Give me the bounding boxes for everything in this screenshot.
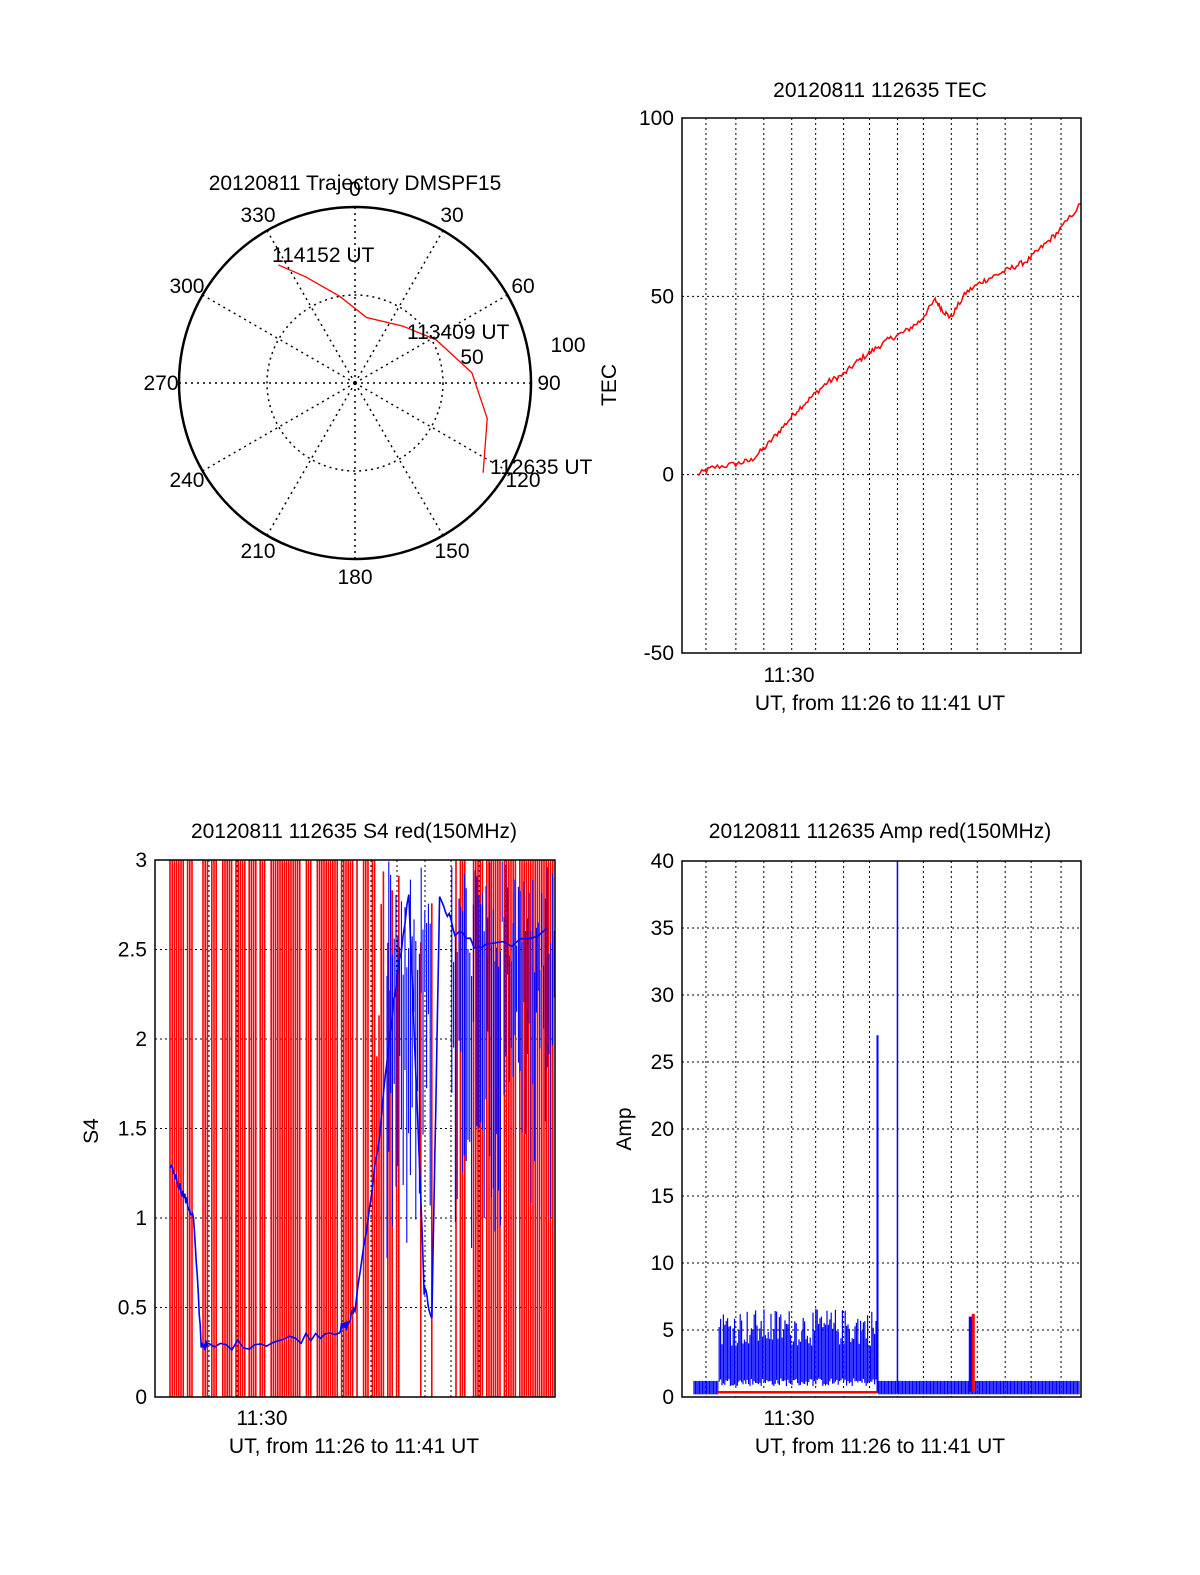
polar-angle-label-120: 120 <box>505 469 540 492</box>
polar-radial-label-50: 50 <box>460 346 483 369</box>
polar-angle-label-90: 90 <box>537 372 560 395</box>
amp-ylabel: Amp <box>613 1107 636 1150</box>
amp-ytick-35: 35 <box>651 917 674 940</box>
amp-blue-series <box>693 861 1080 1395</box>
s4-xtick-1130: 11:30 <box>237 1407 288 1430</box>
s4-ytick-0: 0 <box>135 1386 147 1409</box>
amp-plot: 20120811 112635 Amp red(150MHz) 40 35 30 25… <box>613 820 1082 1458</box>
s4-ytick-2: 2 <box>135 1028 147 1051</box>
polar-angle-label-60: 60 <box>511 275 534 298</box>
tec-ytick-0: 0 <box>662 464 674 487</box>
amp-ytick-5: 5 <box>662 1319 674 1342</box>
s4-ytick-1: 1 <box>135 1207 147 1230</box>
amp-ytick-30: 30 <box>651 984 674 1007</box>
tec-ylabel: TEC <box>598 364 621 406</box>
amp-xlabel: UT, from 11:26 to 11:41 UT <box>755 1435 1005 1458</box>
tec-xtick-1130: 11:30 <box>764 664 815 687</box>
amp-ytick-15: 15 <box>651 1185 674 1208</box>
s4-ytick-0.5: 0.5 <box>118 1297 147 1320</box>
s4-ytick-2.5: 2.5 <box>118 939 147 962</box>
amp-ytick-25: 25 <box>651 1051 674 1074</box>
tec-title: 20120811 112635 TEC <box>773 79 987 102</box>
s4-ylabel: S4 <box>80 1118 103 1144</box>
amp-xtick-1130: 11:30 <box>764 1407 815 1430</box>
polar-angle-label-30: 30 <box>440 204 463 227</box>
amp-ytick-10: 10 <box>651 1252 674 1275</box>
polar-angle-labels: 0 30 60 90 120 150 180 210 240 270 300 330 <box>143 178 560 589</box>
amp-grid <box>682 861 1081 1397</box>
polar-angle-label-300: 300 <box>169 275 204 298</box>
amp-red-series <box>717 1313 975 1394</box>
polar-angle-label-180: 180 <box>337 566 372 589</box>
polar-spoke-210 <box>266 382 356 536</box>
s4-ytick-3: 3 <box>135 849 147 872</box>
polar-spoke-300 <box>202 294 356 384</box>
s4-title: 20120811 112635 S4 red(150MHz) <box>191 820 517 843</box>
amp-frame <box>681 860 1082 1398</box>
amp-y-ticks: 40 35 30 25 20 15 10 5 0 <box>651 850 674 1409</box>
polar-angle-label-210: 210 <box>240 540 275 563</box>
s4-plot: 20120811 112635 S4 red(150MHz) 3 2.5 2 1.5 1… <box>80 820 556 1458</box>
tec-grid <box>682 118 1081 653</box>
amp-ytick-0: 0 <box>662 1386 674 1409</box>
polar-angle-label-0: 0 <box>349 178 361 201</box>
s4-frame <box>154 859 556 1398</box>
annotation-114152: 114152 UT <box>272 244 375 267</box>
s4-ytick-1.5: 1.5 <box>118 1118 147 1141</box>
tec-ytick--50: -50 <box>644 642 674 665</box>
tec-ytick-100: 100 <box>639 107 674 130</box>
trajectory-polar-plot: 20120811 Trajectory DMSPF15 0 30 60 90 120 15… <box>143 172 592 589</box>
tec-series-line <box>696 202 1082 477</box>
amp-title: 20120811 112635 Amp red(150MHz) <box>709 820 1051 843</box>
tec-ytick-50: 50 <box>651 285 674 308</box>
annotation-112635: 112635 UT <box>490 456 593 479</box>
s4-xlabel: UT, from 11:26 to 11:41 UT <box>229 1435 479 1458</box>
tec-y-ticks: 100 50 0 -50 <box>639 107 674 665</box>
tec-xlabel: UT, from 11:26 to 11:41 UT <box>755 692 1005 715</box>
tec-frame <box>681 117 1082 654</box>
trajectory-line <box>278 264 488 473</box>
s4-blue-highfreq <box>386 861 555 1258</box>
amp-ytick-40: 40 <box>651 850 674 873</box>
annotation-113409: 113409 UT <box>407 321 510 344</box>
s4-y-ticks: 3 2.5 2 1.5 1 0.5 0 <box>118 849 147 1409</box>
polar-angle-label-330: 330 <box>240 204 275 227</box>
polar-angle-label-270: 270 <box>143 372 178 395</box>
s4-blue-series <box>169 894 547 1352</box>
amp-ytick-20: 20 <box>651 1118 674 1141</box>
polar-inner-circle <box>266 294 444 472</box>
polar-angle-label-240: 240 <box>169 469 204 492</box>
polar-angle-label-150: 150 <box>434 540 469 563</box>
polar-title: 20120811 Trajectory DMSPF15 <box>209 172 502 195</box>
polar-radial-label-100: 100 <box>550 334 585 357</box>
